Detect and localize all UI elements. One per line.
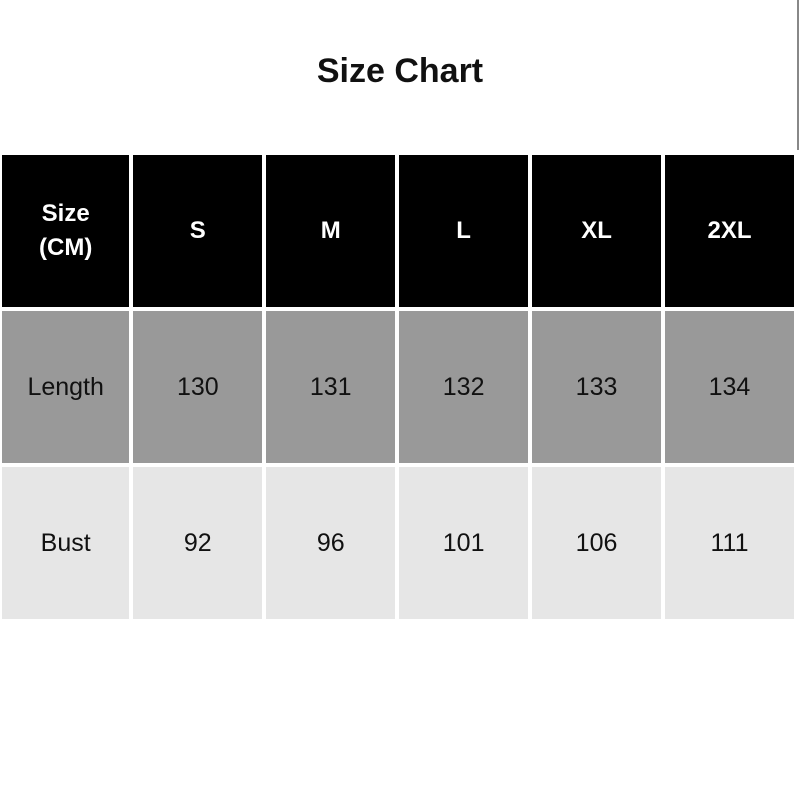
table-row: Bust 92 96 101 106 111 — [2, 467, 794, 619]
table-cell: 111 — [664, 467, 794, 619]
table-cell: 131 — [266, 311, 396, 463]
size-table: Size (CM) S M L XL 2XL Length 130 131 132… — [0, 151, 798, 623]
header-size-label: Size (CM) — [39, 200, 93, 261]
header-cell: M — [266, 155, 396, 307]
table-cell: 101 — [399, 467, 529, 619]
table-cell: 132 — [399, 311, 529, 463]
divider — [797, 0, 799, 150]
row-label: Length — [2, 311, 130, 463]
header-cell: XL — [532, 155, 661, 307]
table-cell: 92 — [133, 467, 263, 619]
header-cell: S — [133, 155, 263, 307]
header-cell: L — [399, 155, 529, 307]
header-cell: 2XL — [664, 155, 794, 307]
table-cell: 133 — [532, 311, 661, 463]
table-row: Length 130 131 132 133 134 — [2, 311, 794, 463]
table-cell: 106 — [532, 467, 661, 619]
row-label: Bust — [2, 467, 130, 619]
table-cell: 130 — [133, 311, 263, 463]
table-cell: 96 — [266, 467, 396, 619]
page-title: Size Chart — [316, 52, 484, 90]
header-cell: Size (CM) — [2, 155, 130, 307]
table-header-row: Size (CM) S M L XL 2XL — [2, 155, 794, 307]
table-cell: 134 — [664, 311, 794, 463]
